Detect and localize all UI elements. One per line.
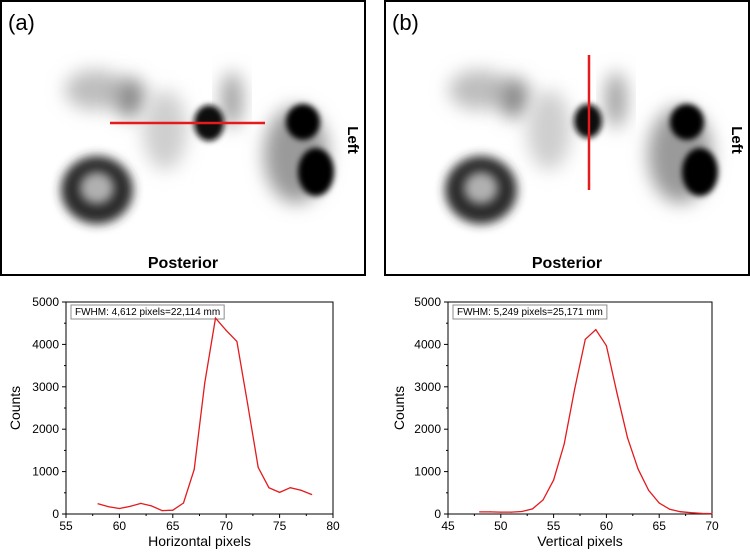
data-point xyxy=(542,499,544,501)
x-tick-label: 55 xyxy=(547,519,561,533)
x-axis-label: Vertical pixels xyxy=(537,533,623,549)
scan-panel-b: (b) Posterior Left xyxy=(384,0,750,276)
y-axis-label: Counts xyxy=(391,386,407,430)
data-point xyxy=(289,487,291,489)
posterior-label: Posterior xyxy=(148,255,218,272)
y-tick-label: 1000 xyxy=(32,465,59,479)
profile-series-line xyxy=(97,316,312,512)
data-point xyxy=(193,468,195,471)
data-point xyxy=(690,512,692,514)
data-point xyxy=(489,511,491,513)
fwhm-annotation: FWHM: 4,612 pixels=22,114 mm xyxy=(70,304,225,320)
y-tick-label: 0 xyxy=(434,507,441,521)
profile-chart-b-svg: 45 50 55 60 65 70 0 1000 2000 3000 4000 5000 Vertica… xyxy=(391,295,719,549)
data-point xyxy=(97,503,99,505)
data-point xyxy=(584,338,586,340)
y-tick-label: 2000 xyxy=(32,422,59,436)
data-point xyxy=(553,479,555,481)
data-point xyxy=(595,328,597,331)
data-point xyxy=(225,329,227,332)
data-point xyxy=(204,381,206,384)
data-point xyxy=(182,502,185,504)
data-point xyxy=(648,489,650,491)
y-tick-label: 2000 xyxy=(414,422,441,436)
data-point xyxy=(510,511,512,513)
x-tick-label: 70 xyxy=(705,519,719,533)
data-point xyxy=(108,506,110,508)
data-point xyxy=(658,502,660,504)
left-label: Left xyxy=(344,126,361,154)
x-tick-label: 55 xyxy=(59,519,73,533)
data-point xyxy=(300,489,302,491)
data-point xyxy=(279,491,281,493)
data-point xyxy=(118,507,120,510)
left-label: Left xyxy=(728,126,745,154)
y-tick-label: 5000 xyxy=(32,295,59,309)
x-tick-label: 80 xyxy=(326,519,340,533)
data-point xyxy=(711,512,713,515)
y-axis-label: Counts xyxy=(7,386,23,430)
profile-chart-a-svg: 55 60 65 70 75 80 0 1000 2000 3000 4000 5000 Horizon… xyxy=(7,295,340,549)
y-tick-label: 0 xyxy=(52,507,59,521)
profile-chart-a: 55 60 65 70 75 80 0 1000 2000 3000 4000 5000 Horizon… xyxy=(0,284,375,552)
data-point xyxy=(172,509,174,511)
data-point xyxy=(700,512,703,514)
y-tick-label: 4000 xyxy=(32,337,59,351)
data-point xyxy=(311,493,313,496)
scan-image-a: (a) Posterior Left xyxy=(0,0,366,276)
fwhm-annotation-text: FWHM: 4,612 pixels=22,114 mm xyxy=(75,307,220,318)
fwhm-annotation: FWHM: 5,249 pixels=25,171 mm xyxy=(452,304,608,320)
posterior-label: Posterior xyxy=(532,255,602,272)
data-point xyxy=(574,388,576,390)
x-tick-label: 65 xyxy=(653,519,667,533)
fwhm-annotation-box xyxy=(70,304,225,320)
y-tick-label: 3000 xyxy=(32,380,59,394)
y-tick-label: 4000 xyxy=(414,337,441,351)
data-point xyxy=(257,466,259,468)
data-point xyxy=(214,317,217,319)
data-point xyxy=(605,345,607,347)
x-tick-label: 60 xyxy=(113,519,127,533)
data-point xyxy=(236,340,238,343)
data-point xyxy=(150,505,153,507)
data-point xyxy=(626,437,629,439)
data-point xyxy=(679,511,681,513)
data-point xyxy=(637,468,639,470)
x-tick-label: 60 xyxy=(600,519,614,533)
uptake-blobs xyxy=(61,70,334,224)
x-tick-label: 65 xyxy=(166,519,180,533)
scan-panel-a: (a) Posterior Left xyxy=(0,0,366,276)
data-point xyxy=(669,508,671,510)
x-tick-label: 45 xyxy=(441,519,455,533)
x-tick-label: 75 xyxy=(273,519,287,533)
x-tick-label: 70 xyxy=(220,519,234,533)
data-point xyxy=(129,505,131,507)
data-point xyxy=(563,443,565,445)
plot-frame xyxy=(447,301,713,515)
data-point xyxy=(500,511,502,513)
fwhm-annotation-text: FWHM: 5,249 pixels=25,171 mm xyxy=(457,307,603,318)
data-point xyxy=(479,511,481,513)
plot-frame xyxy=(65,301,334,515)
y-tick-label: 1000 xyxy=(414,465,441,479)
data-point xyxy=(140,502,142,504)
uptake-blobs xyxy=(445,70,718,224)
data-point xyxy=(268,487,270,489)
scan-image-b: (b) Posterior Left xyxy=(384,0,750,276)
y-tick-label: 3000 xyxy=(414,380,441,394)
x-axis-label: Horizontal pixels xyxy=(148,533,251,549)
data-point xyxy=(616,392,618,394)
data-point xyxy=(161,510,163,512)
panel-tag: (b) xyxy=(392,10,419,35)
data-point xyxy=(521,510,523,513)
data-point xyxy=(531,508,534,510)
data-point xyxy=(246,403,249,405)
profile-chart-b: 45 50 55 60 65 70 0 1000 2000 3000 4000 5000 Vertica… xyxy=(384,284,750,552)
x-tick-label: 50 xyxy=(494,519,508,533)
fwhm-annotation-box xyxy=(452,304,608,320)
profile-series-line xyxy=(479,328,713,515)
panel-tag: (a) xyxy=(8,10,35,35)
y-tick-label: 5000 xyxy=(414,295,441,309)
